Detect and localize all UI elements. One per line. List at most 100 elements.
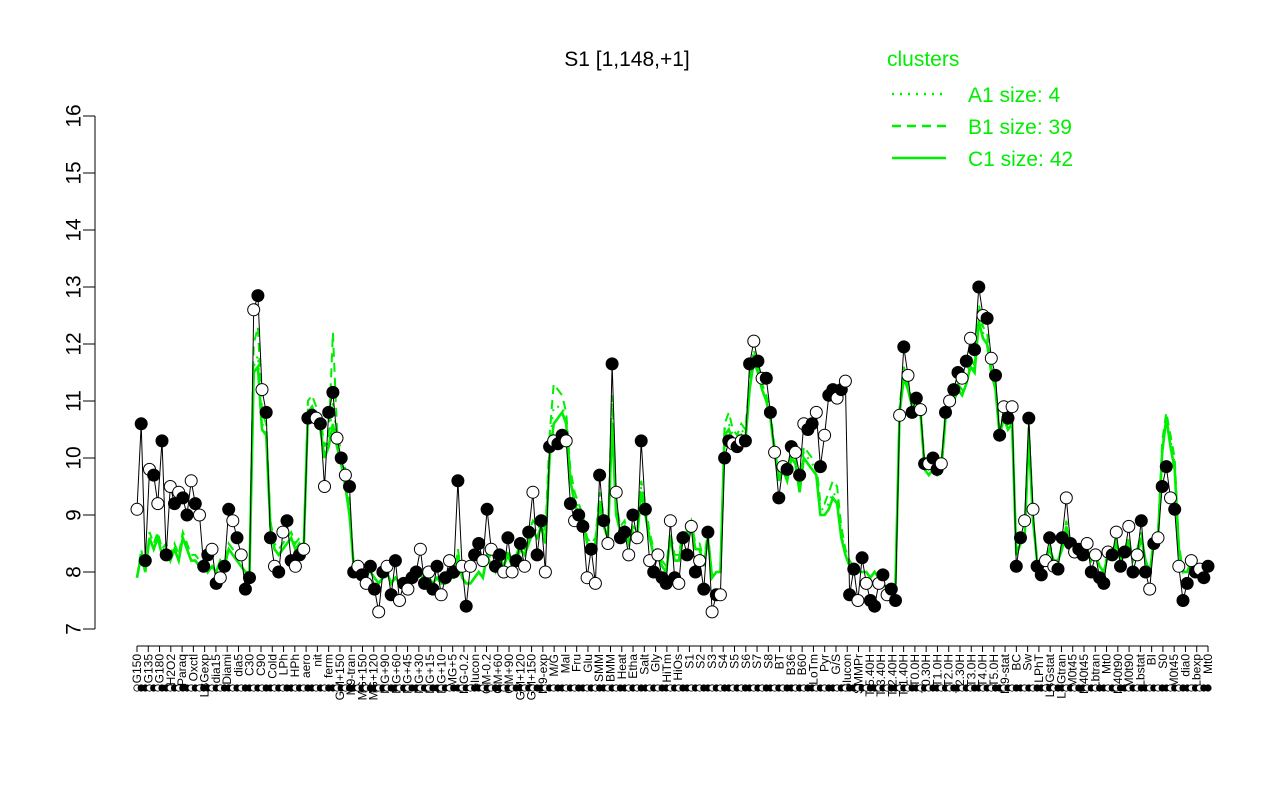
x-tick-label: T0.0H (908, 654, 922, 687)
data-point (576, 519, 590, 533)
data-point (522, 525, 536, 539)
data-point (251, 289, 265, 303)
data-point (768, 445, 782, 459)
data-point (672, 576, 686, 590)
data-point (322, 405, 336, 419)
data-point (818, 428, 832, 442)
data-point (738, 434, 752, 448)
data-point (788, 445, 802, 459)
x-tick-label: M40t90 (1111, 654, 1125, 694)
data-point (1114, 559, 1127, 573)
x-tick-label: T2.30H (953, 654, 967, 693)
x-tick-label: Glucon (840, 654, 854, 692)
data-point (1172, 559, 1186, 573)
data-point (813, 460, 827, 474)
data-point (472, 537, 486, 550)
data-point (393, 594, 406, 607)
x-tick-label: G180 (153, 654, 167, 684)
data-point (984, 351, 998, 365)
data-point (688, 565, 702, 579)
x-tick-label: S4 (716, 654, 730, 669)
data-point (759, 371, 773, 385)
data-point (684, 519, 698, 533)
x-tick-label: M/G (547, 654, 561, 677)
data-point (1076, 548, 1090, 562)
data-point (968, 343, 982, 357)
x-tick-label: T4.0H (976, 654, 990, 687)
data-series (130, 280, 1215, 619)
data-point (572, 508, 586, 522)
data-point (330, 431, 344, 445)
x-tick-label: B60 (795, 654, 809, 676)
x-tick-label: C90 (254, 654, 268, 676)
x-tick-label: T2.0H (942, 654, 956, 687)
data-point (151, 497, 165, 511)
data-point (243, 571, 256, 585)
x-tick-label: MG+30 (412, 654, 426, 694)
data-point (1034, 568, 1048, 582)
data-point (155, 434, 169, 448)
y-tick-label: 15 (63, 161, 86, 184)
legend-label: A1 size: 4 (968, 84, 1061, 107)
data-point (859, 576, 873, 590)
data-point (914, 403, 927, 417)
data-point (147, 468, 161, 482)
data-point (276, 525, 290, 539)
data-point (180, 508, 194, 522)
cluster-dotted-line (136, 315, 1208, 591)
data-point (934, 457, 948, 471)
data-point (259, 405, 273, 419)
data-point (955, 371, 969, 385)
chart-title: S1 [1,148,+1] (564, 48, 690, 71)
data-point (1126, 565, 1140, 579)
y-tick-label: 7 (63, 623, 86, 635)
data-point (434, 588, 448, 602)
x-tick-label: dia0 (1179, 654, 1193, 677)
data-point (518, 559, 532, 573)
data-point (1139, 565, 1152, 579)
x-tick-label: Oxctl (186, 654, 200, 681)
data-point (876, 568, 890, 582)
y-tick-label: 12 (63, 332, 86, 355)
data-point (605, 357, 619, 371)
x-tick-label: BT (773, 653, 787, 669)
data-point (505, 565, 519, 579)
data-point (193, 508, 206, 522)
data-point (226, 514, 240, 528)
legend-label: B1 size: 39 (968, 116, 1072, 139)
data-point (213, 571, 227, 585)
data-point (959, 354, 973, 368)
data-point (1005, 400, 1019, 414)
data-point (480, 502, 494, 516)
legend-label: C1 size: 42 (968, 148, 1073, 171)
data-point (847, 562, 861, 576)
x-tick-label: Fru (570, 654, 584, 672)
data-point (1130, 548, 1144, 562)
data-point (280, 514, 294, 528)
data-point (609, 485, 623, 499)
data-point (1155, 480, 1169, 493)
data-point (338, 468, 352, 482)
x-tick-label: MG+45 (401, 654, 415, 694)
data-point (893, 408, 907, 422)
x-category-marker (1204, 684, 1212, 692)
data-point (459, 599, 473, 613)
data-point (693, 554, 707, 568)
data-point (368, 582, 381, 596)
x-tick-label: B36 (784, 654, 798, 676)
x-tick-label: dia5 (232, 654, 246, 677)
data-point (1097, 576, 1111, 590)
data-point (943, 394, 957, 408)
data-point (363, 559, 377, 573)
data-point (1001, 411, 1015, 425)
legend-title: clusters (887, 48, 959, 71)
data-point (751, 354, 765, 368)
x-tick-label: Paraq (175, 654, 189, 686)
data-point (805, 417, 819, 431)
data-point (138, 554, 152, 568)
x-tick-label: T5.0H (987, 654, 1001, 687)
data-point (889, 594, 902, 607)
data-point (676, 531, 690, 545)
x-tick-label: C30 (243, 654, 257, 676)
x-tick-label: S2 (694, 654, 708, 669)
